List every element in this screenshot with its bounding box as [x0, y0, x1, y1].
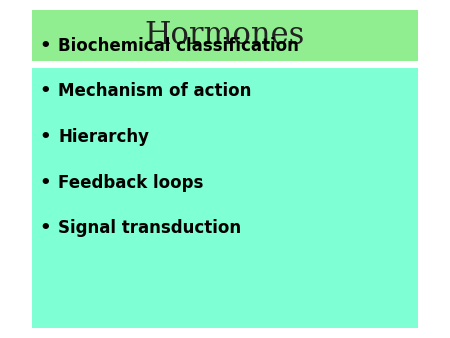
Text: Hormones: Hormones [145, 20, 305, 51]
Text: Signal transduction: Signal transduction [58, 219, 242, 237]
Bar [32, 68, 419, 328]
Text: •: • [39, 173, 51, 192]
Text: •: • [39, 37, 51, 55]
Text: •: • [39, 82, 51, 100]
Text: •: • [39, 219, 51, 237]
Text: Biochemical classification: Biochemical classification [58, 37, 299, 55]
Text: Hierarchy: Hierarchy [58, 128, 149, 146]
Bar [32, 10, 419, 61]
Text: Feedback loops: Feedback loops [58, 173, 204, 192]
Text: Mechanism of action: Mechanism of action [58, 82, 252, 100]
Text: •: • [39, 128, 51, 146]
